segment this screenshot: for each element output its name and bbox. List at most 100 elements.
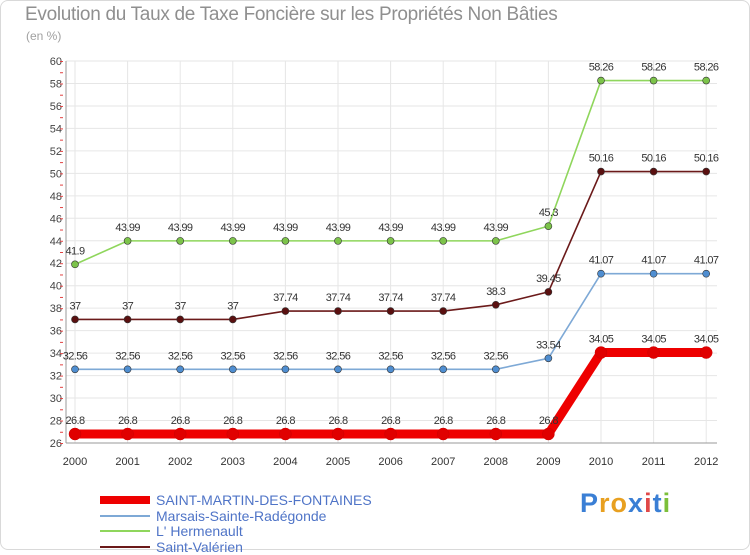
data-point: [597, 76, 605, 85]
data-point: [229, 237, 237, 245]
data-point: [123, 237, 132, 245]
x-tick-label: 2004: [273, 456, 297, 468]
plot-area: [66, 61, 717, 443]
x-tick-label: 2001: [115, 456, 139, 468]
data-label: 45.3: [539, 207, 558, 219]
data-label: 37: [175, 300, 187, 312]
data-label: 43.99: [326, 222, 351, 234]
legend-swatch: [100, 514, 150, 517]
x-tick-label: 2002: [168, 456, 192, 468]
logo-letter: i: [644, 488, 653, 518]
data-point: [68, 427, 82, 441]
data-point: [384, 427, 397, 441]
data-point: [123, 365, 132, 374]
data-point: [491, 301, 500, 309]
data-label: 26.8: [276, 415, 295, 427]
data-point: [386, 365, 395, 374]
data-label: 26.8: [381, 415, 400, 427]
data-label: 58.26: [641, 62, 666, 74]
data-point: [597, 269, 605, 278]
data-point: [489, 427, 503, 441]
logo-letter: P: [580, 488, 600, 518]
data-point: [649, 167, 658, 176]
legend-swatch: [100, 496, 150, 504]
x-tick-label: 2011: [642, 456, 666, 468]
data-point: [71, 315, 79, 324]
y-tick-label: 60: [50, 56, 62, 68]
data-label: 32.56: [63, 350, 88, 362]
data-label: 26.8: [171, 415, 190, 427]
data-point: [491, 365, 500, 374]
logo-letter: r: [599, 488, 611, 518]
data-label: 41.07: [589, 255, 614, 267]
data-point: [439, 237, 448, 245]
data-point: [281, 365, 290, 374]
y-tick-label: 52: [50, 146, 62, 158]
legend-label: L' Hermenault: [156, 523, 243, 539]
chart-title: Evolution du Taux de Taxe Foncière sur l…: [25, 4, 558, 25]
data-point: [71, 365, 79, 374]
data-point: [229, 365, 237, 374]
data-label: 34.05: [641, 334, 666, 346]
data-point: [334, 307, 342, 315]
data-label: 26.8: [223, 415, 242, 427]
data-point: [386, 237, 395, 245]
data-label: 43.99: [484, 222, 509, 234]
data-label: 34.05: [694, 334, 719, 346]
data-point: [649, 76, 658, 85]
data-point: [334, 237, 342, 245]
data-label: 50.16: [589, 153, 614, 165]
y-tick-label: 44: [50, 236, 62, 248]
logo-letter: i: [662, 488, 672, 518]
y-tick-label: 28: [50, 416, 62, 428]
x-tick-label: 2003: [221, 456, 245, 468]
data-point: [121, 427, 134, 441]
y-tick-label: 58: [50, 78, 62, 90]
x-tick-label: 2005: [326, 456, 350, 468]
data-label: 32.56: [378, 350, 403, 362]
y-tick-label: 50: [50, 168, 62, 180]
data-label: 41.9: [65, 245, 84, 257]
x-tick-label: 2010: [589, 456, 613, 468]
data-point: [176, 237, 184, 245]
legend-label: SAINT-MARTIN-DES-FONTAINES: [156, 492, 372, 508]
data-label: 43.99: [431, 222, 456, 234]
data-point: [702, 76, 711, 85]
y-tick-label: 36: [50, 326, 62, 338]
data-point: [331, 427, 345, 441]
data-label: 37.74: [378, 292, 403, 304]
x-tick-label: 2012: [694, 456, 718, 468]
data-point: [436, 427, 450, 441]
data-label: 32.56: [168, 350, 193, 362]
data-label: 50.16: [641, 153, 666, 165]
data-point: [649, 269, 658, 278]
data-label: 41.07: [694, 255, 719, 267]
data-label: 33.54: [536, 339, 561, 351]
x-tick-label: 2000: [63, 456, 87, 468]
proxiti-logo: Proxiti: [580, 488, 671, 519]
data-label: 26.8: [328, 415, 347, 427]
data-point: [544, 354, 553, 363]
data-label: 26.8: [486, 415, 505, 427]
data-label: 26.8: [539, 415, 558, 427]
y-tick-label: 30: [50, 393, 62, 405]
data-point: [542, 427, 555, 441]
data-label: 37: [122, 300, 134, 312]
data-point: [334, 365, 342, 374]
data-label: 26.8: [434, 415, 453, 427]
data-label: 50.16: [694, 153, 719, 165]
data-point: [647, 346, 660, 359]
data-label: 26.8: [65, 415, 84, 427]
y-tick-label: 48: [50, 191, 62, 203]
y-tick-label: 38: [50, 303, 62, 315]
y-tick-label: 42: [50, 258, 62, 270]
logo-letter: t: [652, 488, 663, 518]
data-point: [439, 307, 448, 315]
data-point: [279, 427, 292, 441]
logo-letter: x: [628, 488, 645, 518]
data-point: [699, 346, 713, 359]
y-tick-label: 54: [50, 123, 62, 135]
y-tick-label: 40: [50, 281, 62, 293]
data-point: [702, 269, 711, 278]
